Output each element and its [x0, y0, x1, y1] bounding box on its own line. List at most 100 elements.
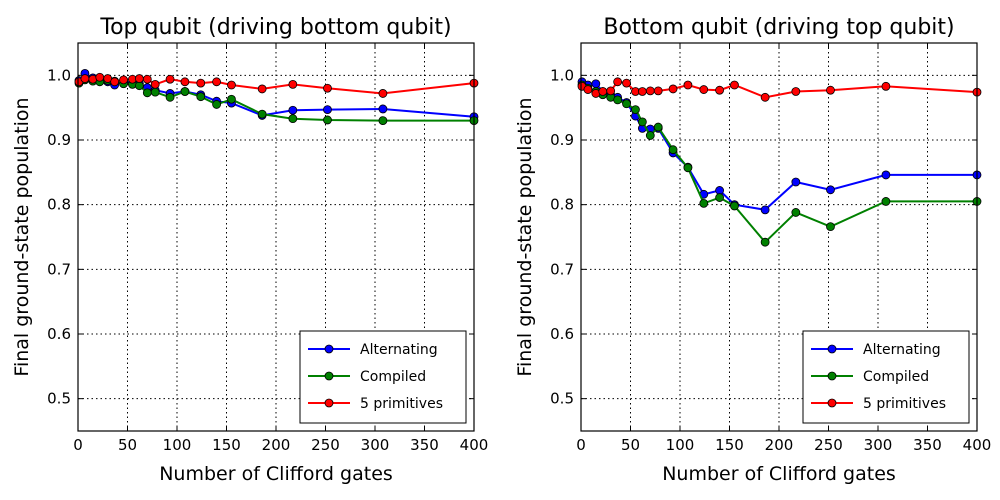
data-point [288, 79, 298, 89]
x-tick-label: 300 [864, 436, 893, 454]
data-point [791, 177, 801, 187]
data-point [150, 79, 160, 89]
legend-marker [827, 344, 837, 354]
chart-title: Top qubit (driving bottom qubit) [99, 15, 451, 40]
data-point [653, 122, 663, 132]
legend-label: Compiled [360, 369, 426, 385]
chart-left: 0 50 100 150 200 250 300 350 400 0.5 0.6 0.7 0.8 0.9 1… [11, 15, 488, 485]
legend-entry: Compiled [811, 369, 929, 385]
x-tick-label: 400 [460, 436, 489, 454]
x-tick-label: 250 [311, 436, 340, 454]
data-point [196, 78, 206, 88]
y-tick-label: 0.5 [47, 390, 71, 408]
x-tick-label: 200 [765, 436, 794, 454]
y-tick-label: 0.8 [47, 196, 71, 214]
legend-marker [324, 371, 334, 381]
data-point [378, 89, 388, 98]
data-point [826, 185, 835, 195]
data-point [180, 87, 190, 96]
data-point [110, 77, 120, 87]
data-point [637, 87, 647, 96]
data-point [683, 80, 693, 90]
plot-frame [580, 42, 978, 432]
data-point [257, 84, 267, 94]
y-tick-label: 1.0 [550, 66, 574, 84]
legend-label: Compiled [863, 369, 929, 385]
data-point [730, 201, 739, 211]
data-point [637, 117, 647, 127]
data-point [606, 86, 616, 96]
legend-marker [827, 398, 837, 408]
legend-entry: 5 primitives [308, 396, 443, 412]
legend-entry: 5 primitives [811, 396, 946, 412]
x-tick-label: 0 [576, 436, 586, 454]
data-point [598, 87, 608, 96]
x-tick-label: 300 [361, 436, 390, 454]
x-tick-label: 100 [163, 436, 192, 454]
legend-entry: Compiled [308, 369, 426, 385]
data-point [699, 198, 709, 208]
data-point [165, 92, 175, 102]
legend-entry: Alternating [811, 342, 941, 358]
data-point [323, 105, 332, 115]
data-point [196, 92, 206, 102]
data-point [119, 75, 128, 85]
data-point [622, 78, 631, 88]
data-point [165, 74, 175, 84]
data-point [212, 77, 222, 87]
data-point [791, 208, 801, 217]
data-point [668, 145, 678, 155]
chart-right: 0 50 100 150 200 250 300 350 400 0.5 0.6 0.7 0.8 0.9 1… [514, 15, 991, 485]
data-point [134, 74, 144, 83]
legend: Alternating Compiled 5 primitives [299, 330, 467, 424]
series-compiled [577, 80, 982, 247]
y-tick-label: 0.9 [47, 131, 71, 149]
x-axis-label: Number of Clifford gates [159, 463, 393, 485]
x-tick-label: 150 [715, 436, 744, 454]
data-point [95, 72, 105, 82]
x-tick-label: 350 [913, 436, 942, 454]
data-point [881, 170, 891, 180]
legend-label: Alternating [360, 342, 438, 358]
y-axis-label: Final ground-state population [514, 97, 536, 376]
legend: Alternating Compiled 5 primitives [802, 330, 970, 424]
y-tick-label: 0.8 [550, 196, 574, 214]
data-point [760, 92, 770, 102]
y-axis-label: Final ground-state population [11, 97, 33, 376]
data-point [699, 85, 709, 94]
data-point [730, 80, 739, 90]
x-tick-label: 50 [621, 436, 640, 454]
data-point [150, 87, 160, 97]
data-point [645, 86, 655, 96]
data-point [591, 79, 601, 89]
legend-marker [324, 344, 334, 354]
y-tick-label: 0.5 [550, 390, 574, 408]
data-point [142, 74, 152, 84]
series-line [581, 80, 977, 211]
series-5-primitives [577, 77, 982, 102]
data-point [227, 94, 236, 104]
data-point [212, 100, 222, 109]
x-tick-label: 250 [814, 436, 843, 454]
data-point [631, 105, 640, 115]
series-5-primitives [74, 72, 479, 98]
data-point [826, 85, 835, 95]
data-point [227, 80, 236, 90]
legend-marker [324, 398, 334, 408]
data-point [791, 87, 801, 96]
data-point [683, 163, 693, 173]
data-point [142, 88, 152, 98]
legend-label: 5 primitives [360, 396, 443, 412]
x-tick-label: 400 [963, 436, 992, 454]
data-point [760, 205, 770, 215]
data-point [881, 81, 891, 91]
data-point [653, 86, 663, 96]
chart-title: Bottom qubit (driving top qubit) [603, 15, 954, 40]
y-tick-label: 0.6 [47, 325, 71, 343]
x-tick-label: 350 [410, 436, 439, 454]
data-point [323, 115, 332, 125]
y-tick-label: 0.9 [550, 131, 574, 149]
data-point [613, 95, 623, 105]
legend-entry: Alternating [308, 342, 438, 358]
